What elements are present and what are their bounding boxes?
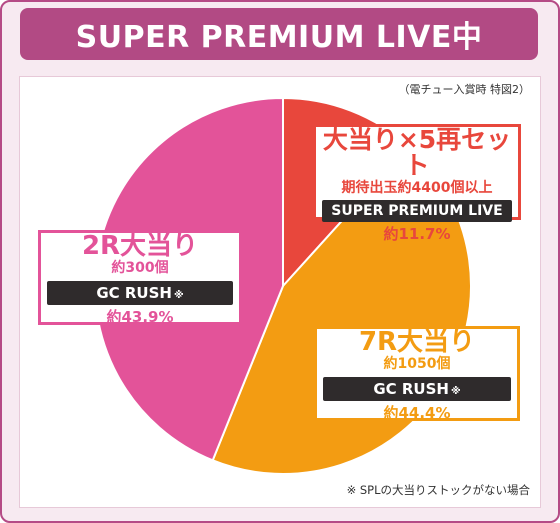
r2-title: 2R大当り [81,231,199,261]
super-bar: SUPER PREMIUM LIVE [322,200,512,222]
r7-percent: 約44.4% [383,403,451,422]
r2-bar: GC RUSH ※ [47,280,233,305]
footnote: ※ SPLの大当りストックがない場合 [346,483,530,497]
r2-bar-text: GC RUSH [96,283,172,302]
condition-note: （電チュー入賞時 特図2） [398,83,531,96]
slice-label-2r: 2R大当り 約300個 GC RUSH ※ 約43.9% [38,230,242,326]
r7-bar-mark: ※ [450,385,461,397]
r7-bar-text: GC RUSH [373,379,449,398]
super-title: 大当り×5再セット [322,125,512,181]
r7-sub: 約1050個 [383,356,451,373]
slice-label-7r: 7R大当り 約1050個 GC RUSH ※ 約44.4% [314,326,520,422]
r2-percent: 約43.9% [106,307,174,326]
title-bar: SUPER PREMIUM LIVE中 [20,8,538,60]
super-sub: 期待出玉約4400個以上 [341,179,493,196]
super-percent: 約11.7% [383,225,451,243]
r2-sub: 約300個 [111,260,169,277]
chart-title: SUPER PREMIUM LIVE中 [75,20,483,55]
r7-title: 7R大当り [358,327,476,357]
r7-bar: GC RUSH ※ [323,376,511,401]
super-bar-text: SUPER PREMIUM LIVE [331,203,503,219]
slice-label-super: 大当り×5再セット 期待出玉約4400個以上 SUPER PREMIUM LIV… [313,124,521,243]
r2-bar-mark: ※ [173,289,184,301]
